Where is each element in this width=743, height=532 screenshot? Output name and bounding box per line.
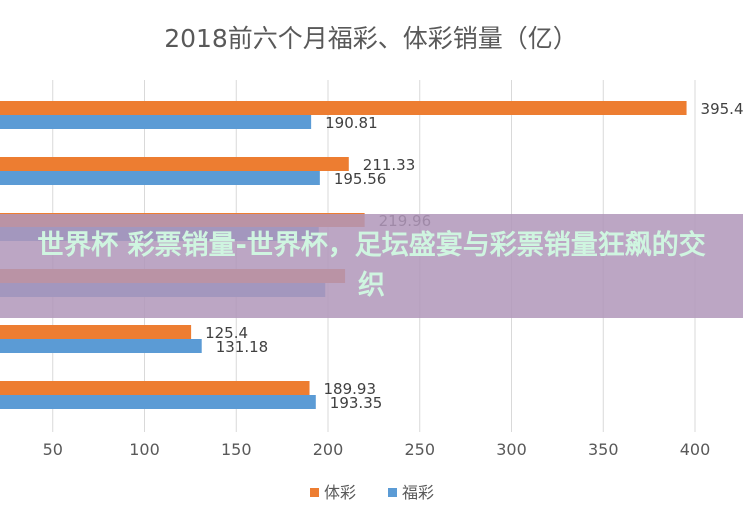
data-labels: 395.4211.33219.96125.4189.93190.81195.56… [205, 100, 743, 412]
x-tick-label: 200 [313, 440, 344, 459]
ticai-bar [0, 157, 349, 171]
data-label: 195.56 [334, 170, 387, 188]
data-label: 211.33 [363, 156, 416, 174]
x-tick-label: 350 [588, 440, 619, 459]
data-label: 395.4 [701, 100, 743, 118]
x-tick-label: 100 [129, 440, 160, 459]
chart-title: 2018前六个月福彩、体彩销量（亿） [164, 24, 578, 53]
x-tick-label: 50 [43, 440, 63, 459]
x-axis-ticks: 50 100 150 200 250 300 350 400 [43, 440, 711, 459]
legend: 体彩 福彩 [310, 483, 434, 502]
legend-swatch [388, 488, 397, 497]
overlay-banner: 世界杯 彩票销量-世界杯，足坛盛宴与彩票销量狂飙的交织 [0, 214, 743, 318]
fucai-bar [0, 395, 316, 409]
fucai-bar [0, 171, 320, 185]
data-label: 190.81 [325, 114, 378, 132]
x-tick-label: 300 [496, 440, 527, 459]
ticai-bar [0, 325, 192, 339]
ticai-bar [0, 381, 310, 395]
x-tick-label: 400 [680, 440, 711, 459]
fucai-bar [0, 339, 202, 353]
legend-label: 福彩 [402, 483, 434, 502]
x-tick-label: 250 [404, 440, 435, 459]
data-label: 131.18 [216, 338, 269, 356]
legend-swatch [310, 488, 319, 497]
legend-label: 体彩 [324, 483, 356, 502]
data-label: 193.35 [330, 394, 383, 412]
ticai-bar [0, 101, 687, 115]
fucai-bar [0, 115, 312, 129]
data-label: 189.93 [324, 380, 377, 398]
x-tick-label: 150 [221, 440, 252, 459]
banner-title: 世界杯 彩票销量-世界杯，足坛盛宴与彩票销量狂飙的交织 [37, 230, 706, 301]
data-label: 125.4 [205, 324, 248, 342]
